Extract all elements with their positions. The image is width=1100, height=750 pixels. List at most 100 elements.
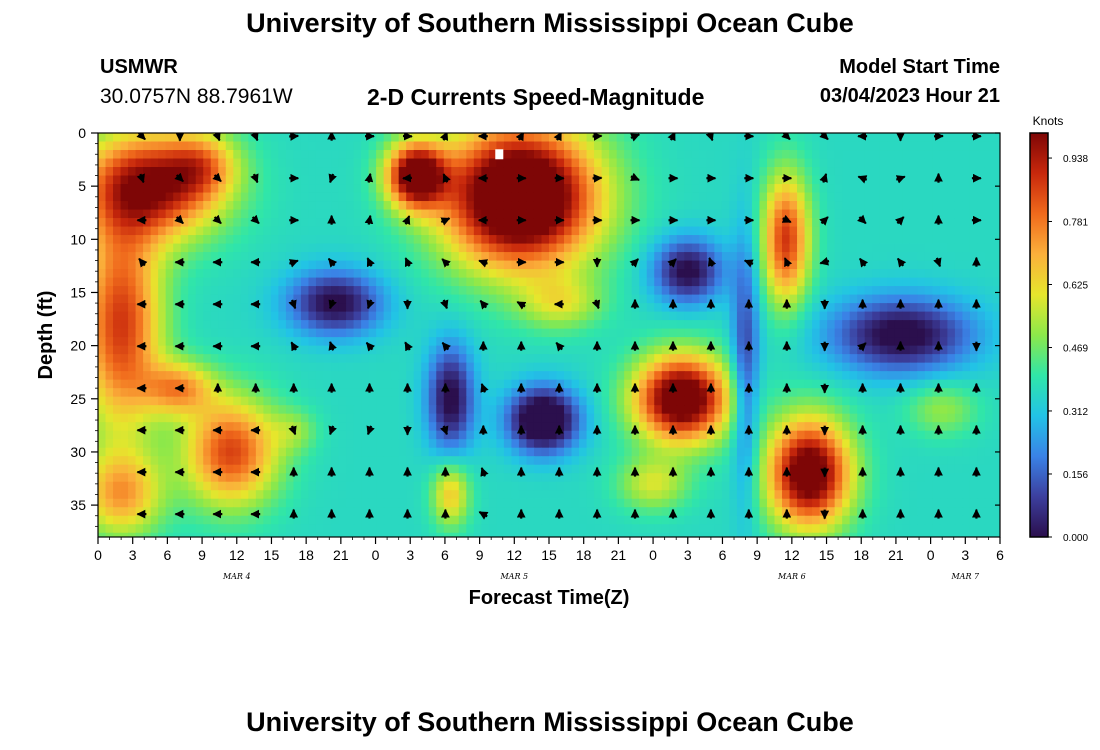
heatmap-cell bbox=[827, 158, 836, 168]
heatmap-cell bbox=[98, 209, 107, 219]
heatmap-cell bbox=[887, 184, 896, 194]
heatmap-cell bbox=[368, 226, 377, 236]
heatmap-cell bbox=[180, 447, 189, 457]
heatmap-cell bbox=[714, 337, 723, 347]
heatmap-cell bbox=[669, 141, 678, 151]
heatmap-cell bbox=[406, 158, 415, 168]
heatmap-cell bbox=[308, 175, 317, 185]
heatmap-cell bbox=[684, 379, 693, 389]
heatmap-cell bbox=[691, 141, 700, 151]
heatmap-cell bbox=[842, 371, 851, 381]
heatmap-cell bbox=[135, 294, 144, 304]
heatmap-cell bbox=[624, 269, 633, 279]
heatmap-cell bbox=[992, 311, 1000, 321]
heatmap-cell bbox=[714, 175, 723, 185]
heatmap-cell bbox=[857, 158, 866, 168]
heatmap-cell bbox=[180, 252, 189, 262]
heatmap-cell bbox=[729, 362, 738, 372]
heatmap-cell bbox=[338, 481, 347, 491]
heatmap-cell bbox=[113, 133, 122, 143]
heatmap-cell bbox=[526, 413, 535, 423]
heatmap-cell bbox=[105, 337, 114, 347]
heatmap-cell bbox=[105, 481, 114, 491]
heatmap-cell bbox=[624, 447, 633, 457]
heatmap-cell bbox=[759, 150, 768, 160]
heatmap-cell bbox=[210, 430, 219, 440]
heatmap-cell bbox=[864, 362, 873, 372]
heatmap-cell bbox=[143, 379, 152, 389]
heatmap-cell bbox=[458, 422, 467, 432]
heatmap-cell bbox=[684, 439, 693, 449]
heatmap-cell bbox=[173, 439, 182, 449]
heatmap-cell bbox=[383, 167, 392, 177]
heatmap-cell bbox=[954, 303, 964, 313]
heatmap-cell bbox=[556, 286, 565, 296]
heatmap-cell bbox=[977, 192, 986, 202]
heatmap-cell bbox=[180, 371, 189, 381]
heatmap-cell bbox=[210, 192, 219, 202]
heatmap-cell bbox=[736, 235, 746, 245]
heatmap-cell bbox=[909, 388, 918, 398]
heatmap-cell bbox=[766, 201, 776, 211]
heatmap-cell bbox=[699, 422, 708, 432]
heatmap-cell bbox=[503, 413, 513, 423]
heatmap-cell bbox=[812, 473, 821, 483]
heatmap-cell bbox=[353, 184, 362, 194]
heatmap-cell bbox=[113, 439, 122, 449]
heatmap-cell bbox=[586, 388, 595, 398]
heatmap-cell bbox=[278, 430, 287, 440]
heatmap-cell bbox=[766, 158, 776, 168]
heatmap-cell bbox=[188, 286, 197, 296]
heatmap-cell bbox=[248, 269, 257, 279]
heatmap-cell bbox=[323, 405, 332, 415]
heatmap-cell bbox=[135, 167, 144, 177]
heatmap-cell bbox=[376, 133, 385, 143]
heatmap-cell bbox=[744, 192, 753, 202]
heatmap-cell bbox=[932, 277, 941, 287]
heatmap-cell bbox=[954, 464, 964, 474]
heatmap-cell bbox=[842, 439, 851, 449]
heatmap-cell bbox=[969, 388, 979, 398]
heatmap-cell bbox=[451, 303, 460, 313]
heatmap-cell bbox=[939, 371, 948, 381]
heatmap-cell bbox=[165, 252, 174, 262]
heatmap-cell bbox=[699, 218, 708, 228]
heatmap-cell bbox=[759, 141, 768, 151]
heatmap-cell bbox=[315, 141, 325, 151]
heatmap-cell bbox=[954, 184, 964, 194]
heatmap-cell bbox=[782, 413, 791, 423]
heatmap-cell bbox=[631, 277, 640, 287]
heatmap-cell bbox=[706, 150, 715, 160]
heatmap-cell bbox=[616, 396, 625, 406]
heatmap-cell bbox=[797, 362, 806, 372]
heatmap-cell bbox=[413, 422, 422, 432]
heatmap-cell bbox=[676, 294, 685, 304]
heatmap-cell bbox=[751, 354, 761, 364]
heatmap-cell bbox=[669, 388, 678, 398]
heatmap-cell bbox=[113, 141, 122, 151]
heatmap-cell bbox=[909, 345, 918, 355]
heatmap-cell bbox=[864, 167, 873, 177]
heatmap-cell bbox=[639, 303, 648, 313]
heatmap-cell bbox=[797, 439, 806, 449]
heatmap-cell bbox=[458, 405, 467, 415]
heatmap-cell bbox=[586, 439, 595, 449]
heatmap-cell bbox=[233, 226, 242, 236]
heatmap-cell bbox=[195, 311, 204, 321]
heatmap-cell bbox=[699, 362, 708, 372]
heatmap-cell bbox=[954, 337, 964, 347]
heatmap-cell bbox=[240, 413, 249, 423]
heatmap-cell bbox=[691, 371, 700, 381]
heatmap-cell bbox=[939, 456, 948, 466]
heatmap-cell bbox=[804, 226, 813, 236]
heatmap-cell bbox=[819, 362, 828, 372]
heatmap-cell bbox=[105, 328, 114, 338]
heatmap-cell bbox=[248, 286, 257, 296]
heatmap-cell bbox=[158, 269, 167, 279]
heatmap-cell bbox=[270, 141, 279, 151]
heatmap-cell bbox=[300, 337, 310, 347]
heatmap-cell bbox=[278, 175, 287, 185]
heatmap-cell bbox=[451, 481, 460, 491]
heatmap-cell bbox=[812, 175, 821, 185]
heatmap-cell bbox=[218, 175, 227, 185]
